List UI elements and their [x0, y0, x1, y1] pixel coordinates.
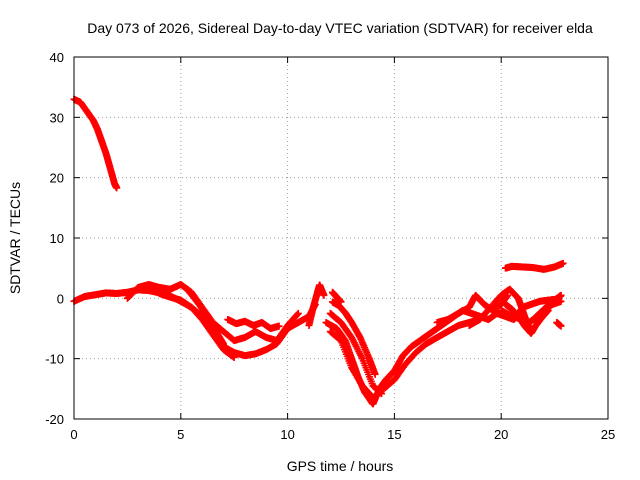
series-arc-15 [501, 300, 552, 337]
series-arc-9 [326, 315, 484, 402]
chart-title: Day 073 of 2026, Sidereal Day-to-day VTE… [87, 20, 593, 36]
series-arc-7 [305, 281, 328, 329]
series-arc-19 [553, 318, 565, 330]
data-point [559, 259, 567, 267]
data-point [220, 340, 228, 348]
x-tick-label: 25 [601, 427, 615, 442]
data-point [275, 322, 283, 330]
data-point [557, 291, 565, 299]
series-arc-12 [328, 288, 345, 306]
x-tick-label: 15 [387, 427, 401, 442]
axis-ticks: 0 5 10 15 20 25 -20 -10 0 10 20 30 40 [45, 50, 615, 442]
data-point [230, 353, 238, 361]
data-point [293, 310, 301, 318]
y-tick-label: -20 [45, 412, 64, 427]
x-tick-label: 5 [177, 427, 184, 442]
y-axis-label: SDTVAR / TECUs [7, 182, 23, 294]
data-point [113, 184, 121, 192]
series-arc-10 [326, 309, 386, 398]
series-arc-6 [224, 315, 283, 332]
x-tick-label: 10 [280, 427, 294, 442]
grid [74, 57, 608, 419]
data-point [557, 322, 565, 330]
series-arc-18 [501, 259, 567, 273]
y-tick-label: 40 [50, 50, 64, 65]
x-tick-label: 0 [70, 427, 77, 442]
y-tick-label: 0 [57, 291, 64, 306]
y-tick-label: -10 [45, 352, 64, 367]
data-point [378, 390, 386, 398]
series-arc-1 [70, 95, 121, 192]
y-tick-label: 30 [50, 110, 64, 125]
series-arc-17 [529, 291, 565, 323]
data-point [371, 370, 379, 378]
series-arc-4 [155, 290, 238, 361]
data-point [294, 309, 302, 317]
y-tick-label: 20 [50, 171, 64, 186]
plot-frame [73, 56, 609, 420]
data-point [320, 291, 328, 299]
y-tick-label: 10 [50, 231, 64, 246]
data-points [70, 95, 567, 408]
data-point [337, 298, 345, 306]
series-arc-14 [465, 285, 535, 336]
x-axis-label: GPS time / hours [287, 458, 394, 474]
series-arc-5 [183, 285, 228, 348]
x-tick-label: 20 [494, 427, 508, 442]
